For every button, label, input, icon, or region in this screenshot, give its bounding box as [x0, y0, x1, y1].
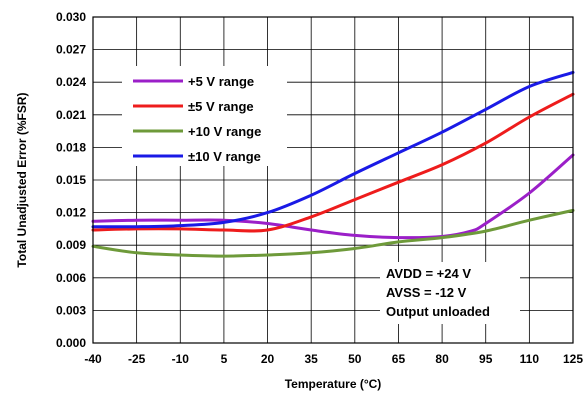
- legend: +5 V range ±5 V range +10 V range ±10 V ran…: [122, 66, 287, 166]
- y-tick-label: 0.024: [56, 75, 86, 89]
- y-tick-label: 0.000: [56, 336, 86, 350]
- y-tick-label: 0.030: [56, 10, 86, 24]
- legend-label-0: +5 V range: [188, 74, 254, 89]
- x-tick-label: 125: [563, 352, 583, 366]
- y-tick-label: 0.003: [56, 303, 86, 317]
- x-axis-ticks: -40 -25 -10 5 20 35 50 65 80 95 110 125: [84, 352, 583, 366]
- x-axis-label: Temperature (°C): [285, 377, 382, 391]
- legend-label-2: +10 V range: [188, 124, 261, 139]
- y-tick-label: 0.018: [56, 140, 86, 154]
- x-tick-label: -40: [84, 352, 102, 366]
- y-axis-label: Total Unadjusted Error (%FSR): [15, 92, 29, 267]
- y-tick-label: 0.009: [56, 238, 86, 252]
- x-tick-label: 20: [261, 352, 275, 366]
- x-tick-label: 95: [479, 352, 493, 366]
- y-tick-label: 0.012: [56, 206, 86, 220]
- y-tick-label: 0.021: [56, 108, 86, 122]
- x-tick-label: 65: [392, 352, 406, 366]
- x-tick-label: -25: [128, 352, 146, 366]
- y-axis-ticks: 0.000 0.003 0.006 0.009 0.012 0.015 0.018 0.021…: [56, 10, 86, 350]
- y-tick-label: 0.015: [56, 173, 86, 187]
- legend-box: [122, 66, 287, 166]
- annotation-box: AVDD = +24 V AVSS = -12 V Output unloaded: [380, 262, 520, 324]
- x-tick-label: 5: [221, 352, 228, 366]
- annotation-line-2: Output unloaded: [386, 304, 490, 319]
- series-line-0: [91, 153, 575, 240]
- plot-area-frame: [92, 16, 574, 344]
- annotation-line-0: AVDD = +24 V: [386, 266, 471, 281]
- legend-label-3: ±10 V range: [188, 149, 261, 164]
- series-line-2: [91, 208, 575, 258]
- annotation-background: [380, 262, 520, 324]
- x-tick-label: 35: [305, 352, 319, 366]
- y-tick-label: 0.006: [56, 271, 86, 285]
- x-tick-label: 50: [348, 352, 362, 366]
- x-tick-label: 80: [435, 352, 449, 366]
- series-line-3: [91, 70, 575, 229]
- legend-label-1: ±5 V range: [188, 99, 254, 114]
- x-tick-label: -10: [172, 352, 190, 366]
- annotation-line-1: AVSS = -12 V: [386, 285, 467, 300]
- x-tick-label: 110: [520, 352, 540, 366]
- y-tick-label: 0.027: [56, 43, 86, 57]
- series-line-1: [91, 92, 575, 233]
- series-lines: [91, 70, 575, 258]
